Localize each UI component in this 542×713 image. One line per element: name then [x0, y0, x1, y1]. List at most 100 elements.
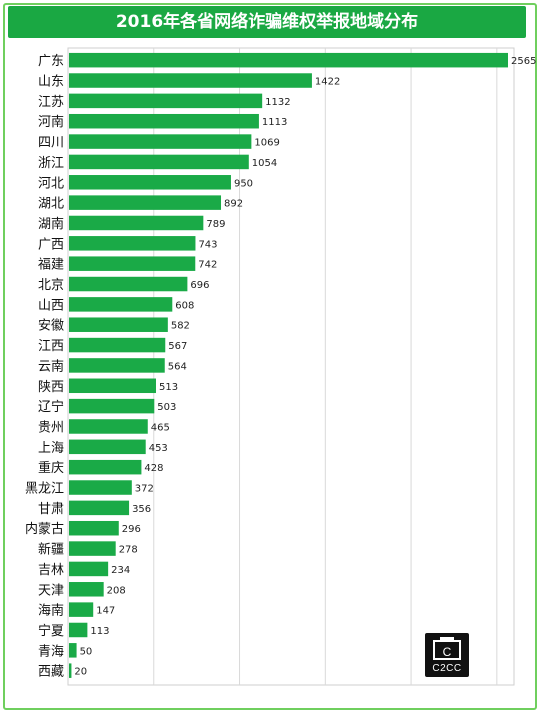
bar	[69, 602, 94, 617]
category-label: 江西	[38, 339, 64, 354]
category-label: 浙江	[38, 156, 64, 171]
value-label: 582	[171, 321, 190, 332]
category-label: 河南	[38, 114, 64, 130]
bar	[69, 73, 312, 88]
camera-icon: C	[433, 637, 461, 660]
value-label: 696	[190, 280, 209, 291]
bar	[69, 134, 252, 149]
category-label: 山西	[38, 298, 64, 313]
bar	[69, 276, 188, 292]
category-label: 贵州	[38, 420, 64, 435]
category-label: 天津	[38, 583, 64, 598]
bar	[69, 256, 196, 271]
value-label: 1054	[252, 158, 277, 169]
category-label: 陕西	[38, 380, 64, 395]
value-label: 465	[151, 422, 170, 433]
c2cc-logo: C C2CC	[425, 633, 469, 677]
category-label: 江苏	[38, 94, 64, 110]
svg-text:C: C	[443, 645, 452, 659]
value-label: 1113	[262, 117, 287, 128]
value-label: 742	[198, 260, 217, 271]
bar	[69, 459, 142, 475]
bar	[69, 561, 109, 577]
category-label: 海南	[38, 603, 64, 619]
value-label: 20	[74, 667, 87, 678]
value-label: 608	[175, 300, 194, 311]
category-label: 广西	[38, 237, 64, 252]
bar	[69, 520, 119, 536]
category-label: 北京	[38, 278, 64, 293]
category-label: 四川	[38, 136, 64, 151]
value-label: 453	[149, 443, 168, 454]
category-label: 安徽	[38, 319, 64, 334]
value-label: 113	[90, 626, 109, 637]
bar	[69, 337, 166, 353]
value-label: 278	[119, 545, 138, 556]
bar	[69, 643, 77, 658]
bar	[69, 439, 146, 455]
value-label: 789	[206, 219, 225, 230]
bar	[69, 582, 104, 597]
category-label: 西藏	[38, 665, 64, 680]
category-label: 重庆	[38, 460, 64, 476]
bar	[69, 480, 132, 495]
category-label: 山东	[38, 75, 64, 90]
title-bar: 2016年各省网络诈骗维权举报地域分布	[8, 6, 526, 38]
value-label: 1069	[254, 138, 279, 149]
bar	[69, 419, 148, 434]
bar	[69, 175, 231, 190]
bar	[69, 113, 259, 129]
value-label: 372	[135, 484, 154, 495]
value-label: 743	[198, 239, 217, 250]
category-label: 河北	[38, 176, 64, 191]
bar	[69, 541, 116, 556]
bar	[69, 195, 222, 210]
category-label: 黑龙江	[25, 482, 64, 497]
value-label: 1422	[315, 77, 340, 88]
category-label: 青海	[38, 644, 64, 659]
bar	[69, 236, 196, 251]
value-label: 1132	[265, 97, 290, 108]
value-label: 950	[234, 178, 253, 189]
category-label: 吉林	[38, 563, 64, 578]
chart-title: 2016年各省网络诈骗维权举报地域分布	[115, 12, 419, 32]
category-label: 广东	[38, 54, 64, 69]
value-label: 567	[168, 341, 187, 352]
value-label: 147	[96, 606, 115, 617]
value-label: 564	[168, 361, 187, 372]
value-label: 428	[144, 463, 163, 474]
value-label: 892	[224, 199, 243, 210]
bar	[69, 358, 165, 373]
value-label: 50	[80, 646, 93, 657]
category-label: 内蒙古	[25, 521, 64, 537]
value-label: 296	[122, 524, 141, 535]
bar	[69, 317, 168, 332]
value-label: 356	[132, 504, 151, 515]
category-label: 甘肃	[38, 502, 64, 517]
bar	[69, 297, 173, 312]
category-label: 辽宁	[38, 399, 64, 415]
category-label: 湖南	[38, 216, 64, 232]
value-label: 234	[111, 565, 130, 576]
category-label: 福建	[38, 258, 64, 273]
value-label: 2565	[511, 56, 536, 67]
bar	[69, 398, 155, 414]
bar	[69, 215, 204, 231]
bar	[69, 663, 72, 678]
bar	[69, 622, 88, 638]
logo-text: C2CC	[432, 663, 462, 674]
value-label: 503	[157, 402, 176, 413]
category-label: 宁夏	[38, 623, 64, 639]
bar	[69, 93, 263, 109]
category-label: 湖北	[38, 197, 64, 212]
bar	[69, 500, 130, 516]
bar	[69, 52, 508, 68]
category-label: 上海	[38, 441, 64, 456]
bar	[69, 378, 156, 394]
category-label: 新疆	[38, 542, 64, 558]
bar	[69, 154, 249, 170]
value-label: 208	[107, 585, 126, 596]
category-label: 云南	[38, 358, 64, 374]
value-label: 513	[159, 382, 178, 393]
